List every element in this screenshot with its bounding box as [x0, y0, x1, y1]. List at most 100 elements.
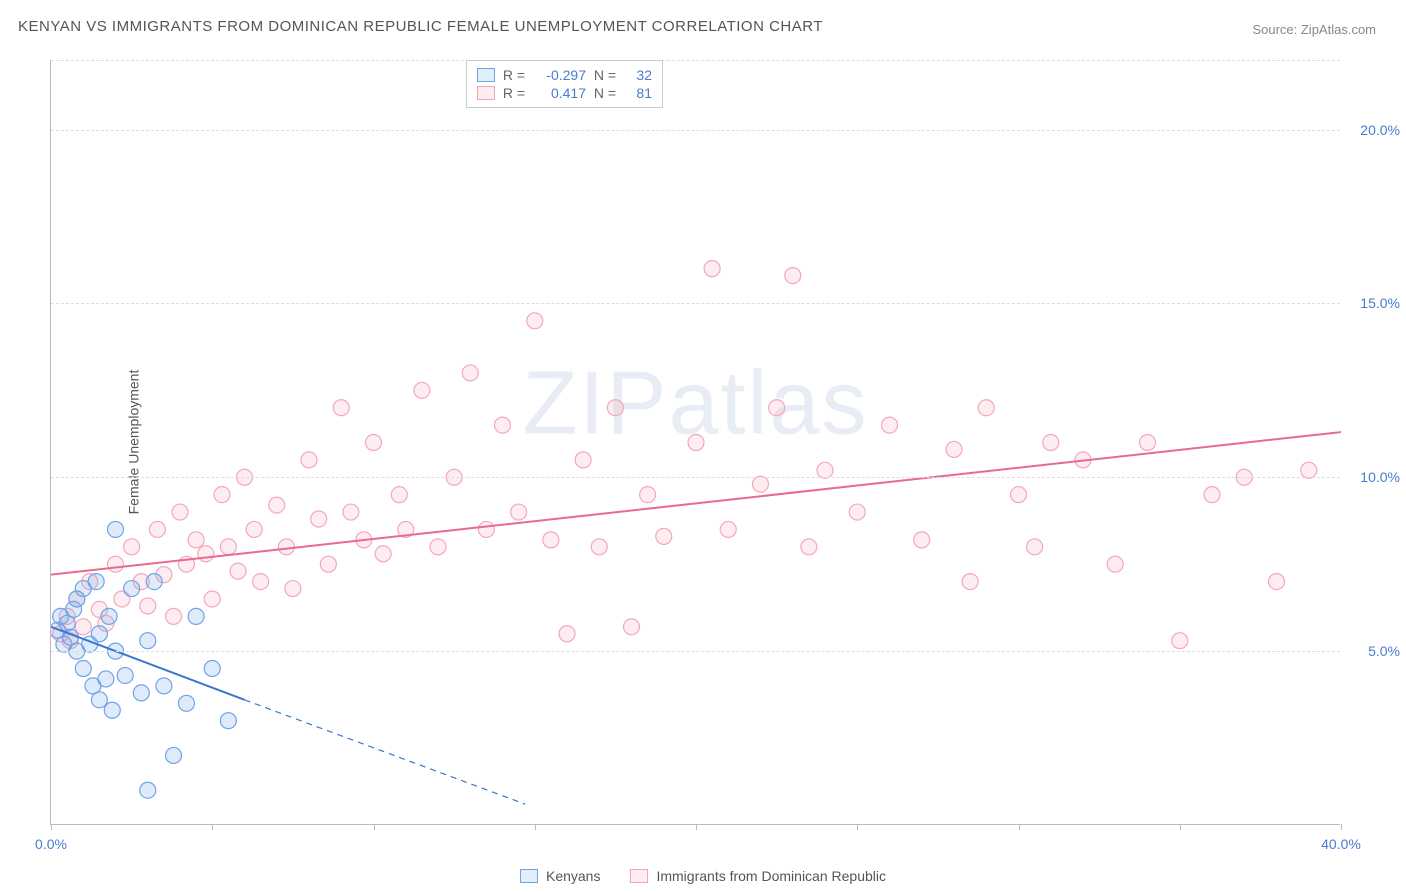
- y-tick-label: 15.0%: [1360, 295, 1400, 311]
- kenyans-point: [98, 671, 114, 687]
- kenyans-point: [166, 747, 182, 763]
- gridline: [51, 130, 1340, 131]
- dominican-point: [495, 417, 511, 433]
- dominican-trendline: [51, 432, 1341, 575]
- dominican-point: [962, 574, 978, 590]
- dominican-point: [1043, 435, 1059, 451]
- kenyans-point: [146, 574, 162, 590]
- r-value: -0.297: [531, 67, 586, 83]
- dominican-point: [230, 563, 246, 579]
- kenyans-point: [117, 667, 133, 683]
- dominican-point: [285, 581, 301, 597]
- dominican-point: [1107, 556, 1123, 572]
- dominican-point: [204, 591, 220, 607]
- kenyans-point: [178, 695, 194, 711]
- y-tick-label: 10.0%: [1360, 469, 1400, 485]
- r-label: R =: [501, 67, 525, 83]
- dominican-point: [559, 626, 575, 642]
- dominican-point: [462, 365, 478, 381]
- x-tick: [1180, 824, 1181, 830]
- kenyans-point: [104, 702, 120, 718]
- legend-label: Kenyans: [546, 868, 600, 884]
- dominican-point: [391, 487, 407, 503]
- dominican-point: [1204, 487, 1220, 503]
- dominican-point: [575, 452, 591, 468]
- x-tick: [857, 824, 858, 830]
- dominican-point: [343, 504, 359, 520]
- kenyans-point: [88, 574, 104, 590]
- dominican-point: [75, 619, 91, 635]
- dominican-point: [149, 521, 165, 537]
- dominican-point: [656, 528, 672, 544]
- dominican-point: [624, 619, 640, 635]
- y-tick-label: 5.0%: [1368, 643, 1400, 659]
- chart-title: KENYAN VS IMMIGRANTS FROM DOMINICAN REPU…: [18, 18, 823, 35]
- kenyans-point: [75, 661, 91, 677]
- legend-swatch: [630, 869, 648, 883]
- kenyans-point: [156, 678, 172, 694]
- dominican-point: [430, 539, 446, 555]
- dominican-point: [198, 546, 214, 562]
- kenyans-point: [220, 713, 236, 729]
- kenyans-point: [91, 626, 107, 642]
- bottom-legend: Kenyans Immigrants from Dominican Republi…: [0, 868, 1406, 884]
- dominican-point: [527, 313, 543, 329]
- x-tick: [51, 824, 52, 830]
- dominican-point: [301, 452, 317, 468]
- x-tick-label: 40.0%: [1321, 836, 1361, 852]
- dominican-point: [1011, 487, 1027, 503]
- dominican-point: [220, 539, 236, 555]
- dominican-point: [246, 521, 262, 537]
- legend-swatch: [477, 68, 495, 82]
- n-label: N =: [592, 85, 616, 101]
- kenyans-point: [140, 633, 156, 649]
- plot-area: Female Unemployment ZIPatlas R =-0.297N …: [50, 60, 1340, 825]
- stats-row: R = 0.417 N = 81: [477, 85, 652, 101]
- dominican-point: [511, 504, 527, 520]
- dominican-point: [214, 487, 230, 503]
- dominican-point: [366, 435, 382, 451]
- r-label: R =: [501, 85, 525, 101]
- dominican-point: [1301, 462, 1317, 478]
- dominican-point: [769, 400, 785, 416]
- x-tick: [535, 824, 536, 830]
- kenyans-point: [204, 661, 220, 677]
- chart-container: KENYAN VS IMMIGRANTS FROM DOMINICAN REPU…: [0, 0, 1406, 892]
- dominican-point: [543, 532, 559, 548]
- dominican-point: [108, 556, 124, 572]
- x-tick: [212, 824, 213, 830]
- legend-swatch: [520, 869, 538, 883]
- dominican-point: [414, 382, 430, 398]
- dominican-point: [946, 441, 962, 457]
- gridline: [51, 303, 1340, 304]
- gridline: [51, 60, 1340, 61]
- kenyans-trendline-dashed: [245, 700, 526, 804]
- dominican-point: [801, 539, 817, 555]
- kenyans-point: [91, 692, 107, 708]
- r-value: 0.417: [531, 85, 586, 101]
- legend-swatch: [477, 86, 495, 100]
- dominican-point: [1140, 435, 1156, 451]
- stats-row: R =-0.297N =32: [477, 67, 652, 83]
- kenyans-point: [188, 608, 204, 624]
- dominican-point: [914, 532, 930, 548]
- dominican-point: [333, 400, 349, 416]
- kenyans-point: [101, 608, 117, 624]
- correlation-stats-box: R =-0.297N =32R =0.417N =81: [466, 60, 663, 108]
- legend-item: Immigrants from Dominican Republic: [630, 868, 886, 884]
- dominican-point: [607, 400, 623, 416]
- kenyans-point: [133, 685, 149, 701]
- dominican-point: [704, 261, 720, 277]
- kenyans-point: [124, 581, 140, 597]
- dominican-point: [188, 532, 204, 548]
- legend-label: Immigrants from Dominican Republic: [656, 868, 886, 884]
- dominican-point: [640, 487, 656, 503]
- legend-item: Kenyans: [520, 868, 600, 884]
- dominican-point: [278, 539, 294, 555]
- dominican-point: [253, 574, 269, 590]
- dominican-point: [311, 511, 327, 527]
- kenyans-point: [108, 521, 124, 537]
- dominican-point: [720, 521, 736, 537]
- n-value: 81: [622, 85, 652, 101]
- dominican-point: [1027, 539, 1043, 555]
